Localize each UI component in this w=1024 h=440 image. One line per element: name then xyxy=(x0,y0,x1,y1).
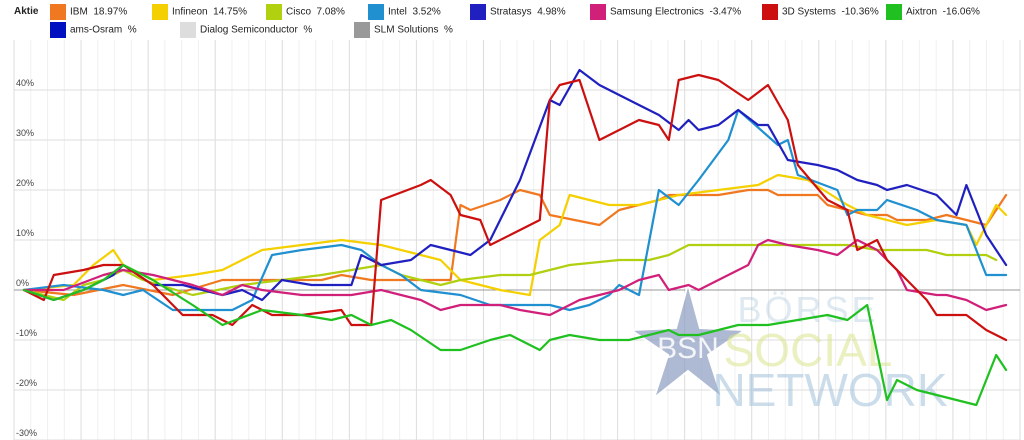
series-line-samsung-electronics xyxy=(22,238,1008,317)
legend-item-intel[interactable]: Intel 3.52% xyxy=(368,4,441,20)
legend-swatch xyxy=(762,4,778,20)
legend-item-dialog-semiconductor[interactable]: Dialog Semiconductor % xyxy=(180,22,312,38)
y-tick-label: -10% xyxy=(16,328,37,338)
legend-item-infineon[interactable]: Infineon 14.75% xyxy=(152,4,247,20)
watermark-line3: NETWORK xyxy=(712,364,947,416)
legend-item-aixtron[interactable]: Aixtron -16.06% xyxy=(886,4,980,20)
legend-item-slm-solutions[interactable]: SLM Solutions % xyxy=(354,22,453,38)
legend-label: Infineon 14.75% xyxy=(172,6,248,18)
line-chart: -30% -20% -10% 0% 10% 20% 30% 40% BSN BÖRSE SOC… xyxy=(13,40,1021,440)
series-lines xyxy=(22,68,1008,407)
series-line-infineon xyxy=(22,173,1008,297)
legend-swatch xyxy=(368,4,384,20)
legend-swatch xyxy=(50,22,66,38)
legend-item-ibm[interactable]: IBM 18.97% xyxy=(50,4,127,20)
y-tick-label: 0% xyxy=(16,278,29,288)
series-line-intel xyxy=(22,108,1008,312)
series-line-3d-systems xyxy=(22,73,1008,342)
legend-item-ams-osram[interactable]: ams-Osram % xyxy=(50,22,137,38)
legend-swatch xyxy=(50,4,66,20)
legend-label: Cisco 7.08% xyxy=(286,6,345,18)
series-line-ibm xyxy=(22,188,1008,297)
legend-label: Stratasys 4.98% xyxy=(490,6,566,18)
legend-swatch xyxy=(266,4,282,20)
legend-label: SLM Solutions % xyxy=(374,24,453,36)
legend: Aktie IBM 18.97% Infineon 14.75% Cisco 7.0… xyxy=(0,0,1024,40)
legend-swatch xyxy=(590,4,606,20)
y-tick-label: 30% xyxy=(16,128,34,138)
legend-label: IBM 18.97% xyxy=(70,6,128,18)
y-tick-label: -20% xyxy=(16,378,37,388)
y-tick-label: 20% xyxy=(16,178,34,188)
legend-title: Aktie xyxy=(14,6,39,17)
legend-item-samsung-electronics[interactable]: Samsung Electronics -3.47% xyxy=(590,4,741,20)
legend-label: 3D Systems -10.36% xyxy=(782,6,879,18)
legend-label: ams-Osram % xyxy=(70,24,137,36)
legend-swatch xyxy=(354,22,370,38)
legend-swatch xyxy=(470,4,486,20)
legend-item-3d-systems[interactable]: 3D Systems -10.36% xyxy=(762,4,879,20)
y-tick-label: -30% xyxy=(16,428,37,438)
legend-swatch xyxy=(180,22,196,38)
y-tick-label: 40% xyxy=(16,78,34,88)
legend-item-cisco[interactable]: Cisco 7.08% xyxy=(266,4,345,20)
legend-label: Aixtron -16.06% xyxy=(906,6,980,18)
watermark-star-letters: BSN xyxy=(657,332,719,365)
y-tick-label: 10% xyxy=(16,228,34,238)
legend-label: Dialog Semiconductor % xyxy=(200,24,313,36)
legend-label: Intel 3.52% xyxy=(388,6,441,18)
legend-swatch xyxy=(886,4,902,20)
grid: -30% -20% -10% 0% 10% 20% 30% 40% xyxy=(13,40,1021,440)
series-line-stratasys xyxy=(22,68,1008,302)
watermark-line2: SOCIAL xyxy=(724,324,893,376)
watermark-star-icon xyxy=(627,280,749,401)
legend-swatch xyxy=(152,4,168,20)
legend-label: Samsung Electronics -3.47% xyxy=(610,6,742,18)
legend-item-stratasys[interactable]: Stratasys 4.98% xyxy=(470,4,566,20)
watermark-line1: BÖRSE xyxy=(737,289,878,330)
series-line-aixtron xyxy=(22,263,1008,407)
bsn-watermark: BSN BÖRSE SOCIAL NETWORK xyxy=(627,280,948,416)
